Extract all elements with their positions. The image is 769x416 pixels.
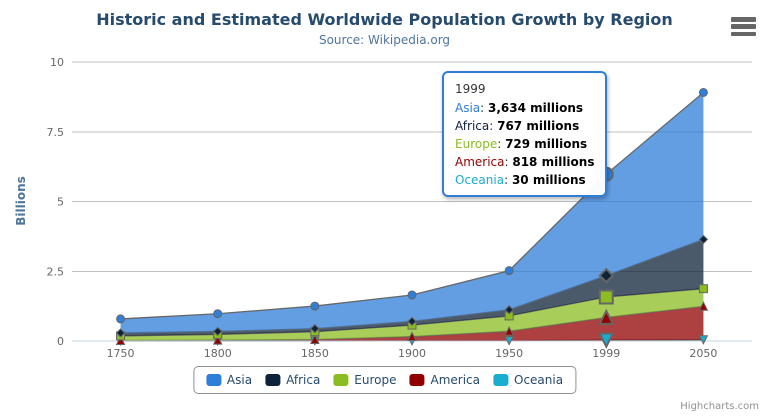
hamburger-icon — [731, 24, 756, 29]
y-axis-label: 7.5 — [47, 126, 65, 139]
marker-africa-1850[interactable] — [310, 323, 320, 334]
x-axis-label: 1900 — [398, 347, 426, 360]
export-menu-button[interactable] — [731, 17, 756, 36]
area-asia — [120, 92, 704, 333]
area-america — [120, 306, 704, 341]
marker-america-1750[interactable] — [115, 335, 126, 345]
marker-africa-1950[interactable] — [504, 305, 514, 315]
legend-symbol-africa — [265, 374, 281, 386]
marker-america-1850[interactable] — [310, 334, 320, 344]
tooltip-row-africa: Africa: 767 millions — [455, 119, 580, 133]
tooltip: 1999 Asia: 3,634 millions Africa: 767 mil… — [442, 71, 608, 197]
tooltip-header: 1999 — [455, 82, 486, 96]
legend-symbol-oceania — [493, 374, 509, 386]
tooltip-row-america: America: 818 millions — [455, 155, 595, 169]
marker-asia-1750[interactable] — [116, 314, 126, 324]
marker-asia-1900[interactable] — [407, 290, 417, 300]
tooltip-series-value: 767 millions — [497, 119, 580, 133]
x-axis-label: 1999 — [592, 347, 620, 360]
marker-africa-1800[interactable] — [213, 326, 223, 337]
marker-africa-1999[interactable] — [598, 267, 615, 284]
tooltip-series-name: America — [455, 155, 505, 169]
chart-subtitle: Source: Wikipedia.org — [318, 33, 451, 47]
marker-oceania-1950[interactable] — [504, 336, 514, 346]
x-axis-label: 2050 — [689, 347, 717, 360]
marker-america-1950[interactable] — [504, 326, 514, 336]
tooltip-series-value: 729 millions — [505, 137, 588, 151]
hamburger-icon — [731, 31, 756, 36]
tooltip-series-value: 818 millions — [512, 155, 595, 169]
x-axis-label: 1950 — [495, 347, 523, 360]
chart-title: Historic and Estimated Worldwide Populat… — [96, 10, 673, 29]
y-axis-label: 10 — [50, 56, 64, 69]
legend-label: Africa — [286, 373, 321, 387]
marker-oceania-2050[interactable] — [698, 335, 709, 345]
tooltip-series-value: 30 millions — [511, 173, 586, 187]
marker-asia-1950[interactable] — [504, 266, 514, 276]
marker-asia-2050[interactable] — [698, 87, 708, 97]
legend-item-oceania[interactable]: Oceania — [493, 373, 563, 387]
legend-label: America — [430, 373, 481, 387]
legend-label: Asia — [226, 373, 253, 387]
marker-america-1900[interactable] — [407, 331, 417, 341]
legend-label: Oceania — [514, 373, 564, 387]
marker-america-1999[interactable] — [598, 308, 615, 325]
tooltip-series-name: Europe — [455, 137, 498, 151]
y-axis-label: 0 — [57, 335, 64, 348]
legend: Asia Africa Europe America Oceania — [192, 366, 577, 394]
y-axis-title: Billions — [14, 176, 28, 226]
legend-item-asia[interactable]: Asia — [205, 373, 253, 387]
legend-label: Europe — [354, 373, 397, 387]
legend-item-america[interactable]: America — [409, 373, 481, 387]
marker-africa-1900[interactable] — [407, 316, 417, 327]
credits-link[interactable]: Highcharts.com — [680, 401, 759, 412]
marker-asia-1850[interactable] — [310, 301, 320, 311]
area-africa — [120, 239, 704, 336]
y-axis-label: 5 — [57, 196, 64, 209]
marker-europe-1999[interactable] — [598, 289, 614, 305]
x-axis-label: 1850 — [301, 347, 329, 360]
marker-america-1800[interactable] — [212, 334, 223, 345]
y-axis-label: 2.5 — [47, 265, 65, 278]
marker-europe-2050[interactable] — [698, 284, 708, 294]
hamburger-icon — [731, 17, 756, 22]
tooltip-row-asia: Asia: 3,634 millions — [455, 101, 584, 115]
legend-symbol-america — [409, 374, 425, 386]
tooltip-series-value: 3,634 millions — [488, 101, 584, 115]
marker-oceania-1999[interactable] — [598, 332, 615, 349]
legend-symbol-europe — [333, 374, 349, 386]
marker-africa-2050[interactable] — [698, 234, 709, 245]
marker-africa-1750[interactable] — [115, 328, 126, 338]
tooltip-series-name: Oceania — [455, 173, 505, 187]
tooltip-row-europe: Europe: 729 millions — [455, 137, 588, 151]
marker-america-2050[interactable] — [698, 301, 709, 311]
tooltip-series-name: Asia — [455, 101, 481, 115]
tooltip-row-oceania: Oceania: 30 millions — [455, 173, 586, 187]
legend-item-europe[interactable]: Europe — [333, 373, 397, 387]
marker-asia-1800[interactable] — [213, 309, 223, 319]
x-axis-label: 1750 — [107, 347, 135, 360]
x-axis-label: 1800 — [204, 347, 232, 360]
legend-item-africa[interactable]: Africa — [265, 373, 320, 387]
legend-symbol-asia — [205, 374, 221, 386]
tooltip-series-name: Africa — [455, 119, 490, 133]
